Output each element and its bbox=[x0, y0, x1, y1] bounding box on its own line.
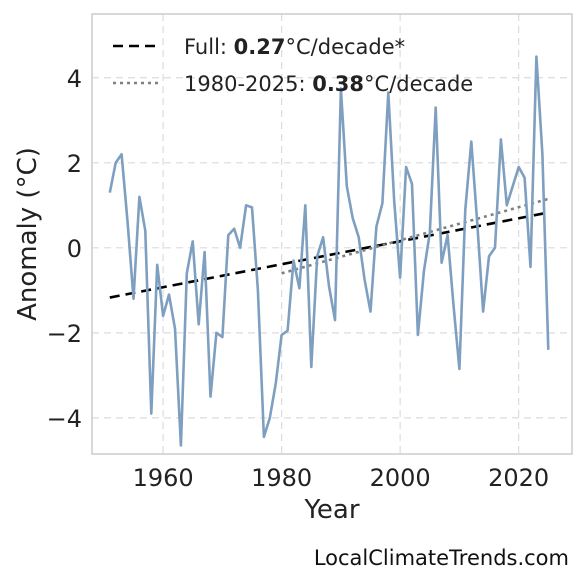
x-tick-label: 1980 bbox=[251, 464, 312, 492]
legend-full-value: 0.27 bbox=[234, 35, 286, 59]
trend-line-full bbox=[109, 211, 549, 299]
x-tick-label: 1960 bbox=[133, 464, 194, 492]
legend-full-prefix: Full: bbox=[184, 35, 234, 59]
x-axis-label: Year bbox=[303, 495, 359, 525]
y-tick-labels: −4 −2 0 2 4 bbox=[47, 65, 82, 433]
y-tick-label: −4 bbox=[47, 405, 82, 433]
legend: Full: 0.27°C/decade* 1980-2025: 0.38°C/d… bbox=[113, 35, 473, 96]
legend-entry-full: Full: 0.27°C/decade* bbox=[184, 35, 405, 59]
y-tick-label: 0 bbox=[67, 235, 82, 263]
y-tick-label: −2 bbox=[47, 320, 82, 348]
trend-lines bbox=[109, 197, 549, 299]
x-tick-label: 2000 bbox=[370, 464, 431, 492]
y-axis-label: Anomaly (°C) bbox=[13, 147, 43, 321]
legend-recent-prefix: 1980-2025: bbox=[184, 72, 312, 96]
legend-entry-recent: 1980-2025: 0.38°C/decade bbox=[184, 72, 473, 96]
grid bbox=[92, 14, 572, 454]
plot-frame bbox=[91, 13, 573, 455]
series-line bbox=[108, 55, 550, 447]
y-tick-label: 4 bbox=[67, 65, 82, 93]
legend-recent-value: 0.38 bbox=[312, 72, 364, 96]
x-tick-label: 2020 bbox=[488, 464, 549, 492]
source-credit: LocalClimateTrends.com bbox=[313, 546, 569, 570]
y-tick-label: 2 bbox=[67, 150, 82, 178]
x-tick-labels: 1960 1980 2000 2020 bbox=[133, 464, 550, 492]
legend-full-unit: °C/decade* bbox=[286, 35, 406, 59]
legend-recent-unit: °C/decade bbox=[364, 72, 473, 96]
